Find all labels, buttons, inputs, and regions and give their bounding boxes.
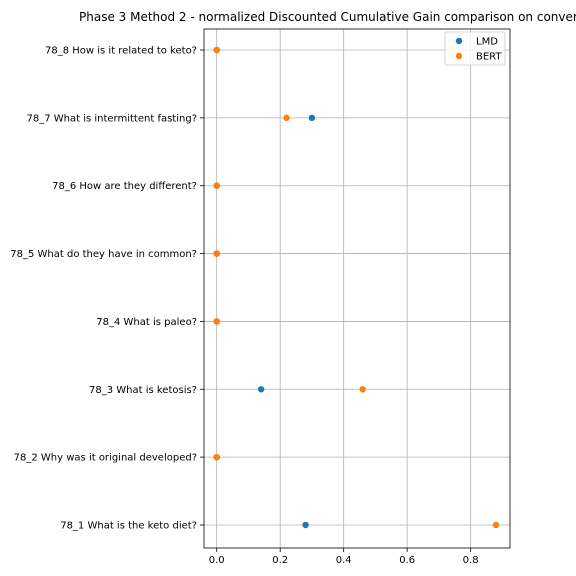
point-bert-6 — [213, 182, 220, 189]
legend-marker-lmd — [455, 37, 463, 45]
grid-lines — [204, 29, 510, 548]
legend-label-lmd: LMD — [476, 37, 498, 48]
point-bert-1 — [492, 521, 500, 529]
y-category-label: 78_7 What is intermittent fasting? — [26, 113, 197, 124]
x-tick-label: 0.6 — [399, 555, 415, 566]
y-category-label: 78_8 How is it related to keto? — [45, 46, 197, 57]
plot-area-frame — [203, 28, 511, 549]
point-bert-4 — [213, 318, 220, 325]
y-category-label: 78_5 What do they have in common? — [10, 249, 197, 260]
legend-label-bert: BERT — [476, 52, 502, 63]
legend: LMD BERT — [444, 31, 506, 66]
y-category-label: 78_4 What is paleo? — [96, 317, 197, 328]
data-points — [213, 46, 500, 529]
x-tick-label: 0.2 — [272, 555, 288, 566]
point-lmd-7 — [308, 114, 316, 122]
point-bert-2 — [213, 453, 220, 461]
chart-title: Phase 3 Method 2 - normalized Discounted… — [79, 10, 576, 24]
point-bert-5 — [213, 250, 220, 257]
point-lmd-3 — [257, 386, 265, 393]
axis-ticks: 0.0 0.2 0.4 0.6 0.8 78_1 What is the keto die… — [10, 46, 478, 567]
point-bert-7 — [283, 114, 290, 122]
x-tick-label: 0.0 — [209, 555, 225, 566]
y-category-label: 78_1 What is the keto diet? — [60, 521, 197, 532]
point-bert-3 — [359, 386, 366, 393]
y-category-label: 78_2 Why was it original developed? — [14, 453, 197, 464]
point-bert-8 — [213, 46, 220, 54]
x-tick-label: 0.4 — [336, 555, 352, 566]
x-tick-label: 0.8 — [463, 555, 479, 566]
y-category-label: 78_3 What is ketosis? — [89, 385, 197, 396]
point-lmd-1 — [302, 521, 309, 529]
y-category-label: 78_6 How are they different? — [52, 181, 197, 192]
legend-marker-bert — [455, 52, 463, 60]
